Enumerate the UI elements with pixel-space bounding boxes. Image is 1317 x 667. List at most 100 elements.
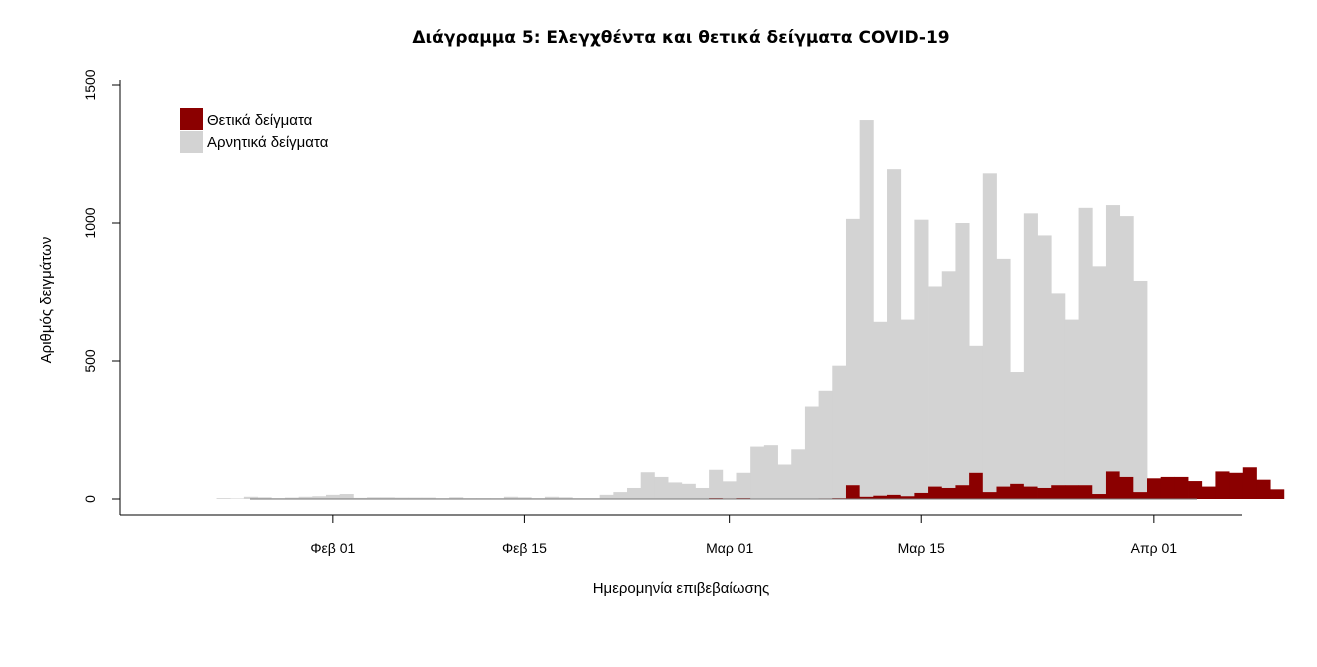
bar-positive — [1119, 476, 1134, 499]
bar-negative — [558, 497, 573, 499]
bar-negative — [1119, 216, 1134, 477]
bar-negative — [955, 223, 970, 486]
bar-positive — [996, 486, 1011, 499]
bar-negative — [408, 497, 423, 499]
bar-negative — [1105, 205, 1121, 472]
bar-positive — [1105, 471, 1121, 499]
bar-positive — [1201, 486, 1216, 499]
bar-negative — [845, 218, 861, 486]
bar-negative — [367, 497, 382, 499]
bar-negative — [736, 472, 751, 499]
bar-positive — [1174, 476, 1189, 499]
bar-negative — [1037, 235, 1052, 488]
bar-negative — [818, 390, 833, 499]
x-axis-label: Ημερομηνία επιβεβαίωσης — [593, 580, 770, 597]
bar-negative — [613, 492, 628, 499]
x-ticks: Φεβ 01 Φεβ 15 Μαρ 01 Μαρ 15 Απρ 01 — [310, 515, 1177, 556]
bar-positive — [845, 485, 861, 499]
bar-negative — [832, 365, 847, 499]
bar-negative — [257, 497, 272, 499]
bar-negative — [243, 496, 258, 499]
bar-negative — [722, 481, 737, 499]
bar-negative — [339, 494, 354, 499]
bar-positive — [1023, 486, 1038, 499]
bar-negative — [599, 494, 614, 499]
bar-positive — [1037, 487, 1052, 499]
y-axis-label: Αριθμός δειγμάτων — [38, 237, 55, 364]
bars — [216, 120, 1285, 499]
bar-positive — [1147, 478, 1162, 499]
bar-positive — [928, 486, 943, 499]
bar-negative — [421, 497, 436, 499]
bar-negative — [654, 476, 669, 499]
bar-negative — [1010, 372, 1025, 484]
bar-negative — [394, 497, 409, 499]
bar-negative — [859, 120, 874, 497]
x-tick-label: Φεβ 15 — [502, 540, 547, 556]
bar-negative — [326, 494, 341, 499]
bar-positive — [887, 494, 902, 499]
bar-positive — [900, 496, 915, 499]
bar-positive — [982, 492, 997, 499]
axes — [119, 80, 1242, 516]
chart-title: Διάγραμμα 5: Ελεγχθέντα και θετικά δείγμ… — [412, 28, 949, 48]
x-tick-label: Μαρ 15 — [898, 540, 945, 556]
bar-negative — [668, 482, 683, 499]
bar-negative — [298, 496, 313, 499]
bar-negative — [750, 446, 765, 499]
y-ticks: 0 500 1000 1500 — [82, 69, 120, 503]
bar-positive — [1051, 485, 1066, 499]
bar-negative — [640, 472, 655, 499]
bar-positive — [955, 485, 970, 499]
bar-positive — [1078, 485, 1093, 499]
bar-negative — [503, 496, 518, 499]
bar-positive — [1160, 476, 1175, 499]
bar-positive — [1010, 483, 1025, 499]
bar-negative — [969, 345, 984, 473]
bar-negative — [312, 496, 327, 499]
bar-negative — [777, 464, 792, 499]
x-tick-label: Μαρ 01 — [706, 540, 753, 556]
bar-negative — [1023, 213, 1038, 487]
bar-negative — [216, 498, 231, 499]
bar-positive — [941, 487, 956, 499]
bar-negative — [284, 497, 300, 499]
bar-negative — [695, 487, 710, 499]
bar-negative — [1133, 280, 1148, 493]
x-tick-label: Απρ 01 — [1131, 540, 1178, 556]
y-tick-label: 500 — [82, 349, 98, 373]
bar-negative — [982, 173, 997, 493]
bar-negative — [914, 219, 929, 493]
bar-negative — [353, 497, 368, 499]
bar-negative — [1092, 266, 1107, 495]
bar-positive — [1270, 489, 1285, 499]
bar-negative — [928, 286, 943, 487]
bar-positive — [1188, 481, 1203, 499]
bar-negative — [900, 319, 915, 497]
bar-positive — [969, 472, 984, 499]
bar-negative — [1051, 293, 1066, 486]
bar-negative — [627, 487, 642, 499]
bar-negative — [681, 483, 696, 499]
bar-positive — [1092, 494, 1107, 499]
bar-negative — [709, 469, 724, 499]
bar-negative — [763, 445, 778, 499]
bar-negative — [941, 271, 956, 488]
bar-negative — [804, 406, 819, 499]
bar-positive — [1256, 479, 1271, 499]
bar-negative — [230, 498, 245, 499]
bar-positive — [1215, 471, 1230, 499]
y-tick-label: 0 — [82, 495, 98, 503]
bar-positive — [873, 495, 888, 499]
bar-negative — [873, 321, 888, 496]
bar-positive — [1133, 492, 1148, 499]
bar-negative — [791, 449, 806, 499]
bar-negative — [380, 497, 395, 499]
bar-negative — [1078, 207, 1093, 486]
bar-positive — [1064, 485, 1079, 499]
bar-positive — [1229, 472, 1244, 499]
bar-positive — [914, 492, 929, 499]
bar-negative — [887, 169, 902, 495]
bar-negative — [517, 497, 532, 499]
